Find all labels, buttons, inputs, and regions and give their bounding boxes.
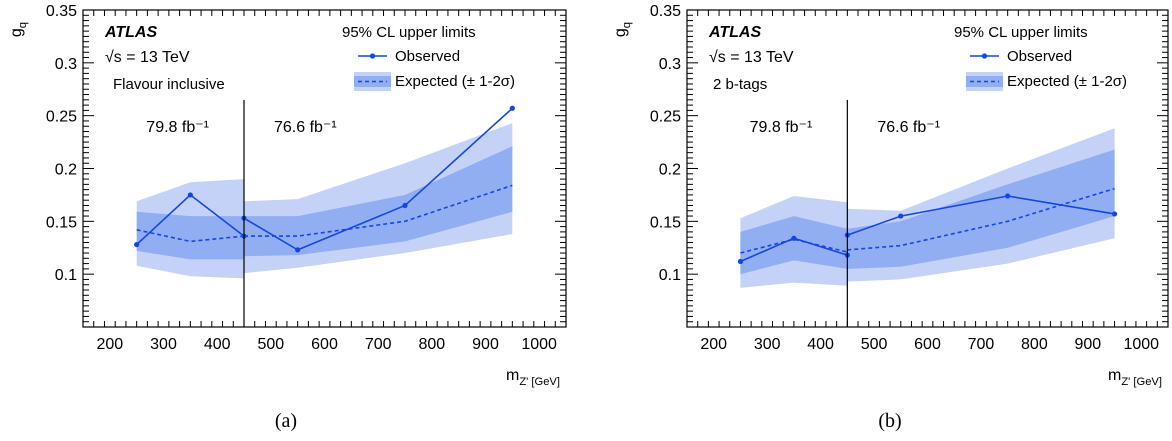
chart-panel-b: 200 300 400 500 600 700 800 900 1000 0.1 0.15 0.2 0.… — [612, 3, 1169, 388]
selection-label: 2 b-tags — [713, 76, 767, 93]
x-tick-label: 400 — [807, 336, 834, 353]
panel-label-b: (b) — [878, 410, 902, 432]
panel-label-a: (a) — [274, 410, 298, 432]
x-tick-label: 800 — [418, 336, 445, 353]
experiment-label: ATLAS — [104, 24, 157, 41]
x-tick-label: 200 — [700, 336, 727, 353]
observed-point — [1005, 193, 1011, 199]
x-tick-label: 700 — [365, 336, 392, 353]
x-tick-label: 500 — [861, 336, 888, 353]
y-tick-label: 0.35 — [650, 3, 681, 20]
legend-title: 95% CL upper limits — [954, 24, 1088, 41]
y-axis-title-group: gq — [8, 22, 29, 37]
y-tick-label: 0.1 — [659, 267, 681, 284]
x-axis-title: mZ' [GeV] — [506, 367, 560, 388]
y-tick-label: 0.15 — [46, 214, 77, 231]
legend-observed-label: Observed — [395, 48, 460, 65]
band-1sigma-seg0 — [740, 216, 848, 275]
x-tick-label: 900 — [1074, 336, 1101, 353]
y-axis-title: gq — [8, 22, 29, 37]
legend-observed-marker — [981, 53, 988, 59]
legend-expected-label: Expected (± 1-2σ) — [395, 73, 515, 90]
observed-point — [1111, 211, 1118, 217]
expected-line-seg0 — [740, 238, 848, 254]
y-tick-label: 0.2 — [55, 162, 77, 179]
expected-line-seg1 — [244, 184, 513, 237]
observed-point — [134, 241, 140, 248]
observed-point — [509, 105, 515, 111]
lumi-left-label: 79.8 fb⁻¹ — [146, 119, 209, 136]
observed-line-seg1 — [847, 195, 1115, 236]
y-tick-label: 0.15 — [650, 214, 681, 231]
x-axis-title: mZ' [GeV] — [1108, 367, 1162, 388]
x-tick-label: 400 — [204, 336, 231, 353]
energy-label: √s = 13 TeV — [105, 49, 190, 66]
y-tick-label: 0.3 — [659, 56, 681, 73]
y-axis-title: gq — [612, 22, 633, 37]
y-tick-label: 0.3 — [55, 56, 77, 73]
x-tick-label: 600 — [311, 336, 338, 353]
observed-point — [791, 235, 797, 241]
x-tick-label: 500 — [257, 336, 284, 353]
x-tick-label: 200 — [96, 336, 123, 353]
lumi-left-label: 79.8 fb⁻¹ — [750, 119, 813, 136]
observed-point — [187, 192, 193, 198]
band-1sigma-seg1 — [244, 146, 513, 257]
y-tick-label: 0.1 — [55, 267, 77, 284]
y-axis-title-group: gq — [612, 22, 633, 37]
x-tick-label: 800 — [1021, 336, 1048, 353]
selection-label: Flavour inclusive — [113, 76, 225, 93]
x-tick-label: 900 — [472, 336, 499, 353]
experiment-label: ATLAS — [708, 24, 761, 41]
x-tick-label: 300 — [150, 336, 177, 353]
y-tick-label: 0.2 — [659, 162, 681, 179]
x-tick-label: 300 — [754, 336, 781, 353]
legend-title: 95% CL upper limits — [342, 24, 476, 41]
x-tick-label: 600 — [914, 336, 941, 353]
y-tick-label: 0.25 — [46, 109, 77, 126]
lumi-right-label: 76.6 fb⁻¹ — [877, 119, 940, 136]
chart-panel-a: 200 300 400 500 600 700 800 900 1000 0.1 0.15 0.2 0.… — [8, 3, 567, 388]
x-tick-label: 1000 — [521, 336, 557, 353]
energy-label: √s = 13 TeV — [709, 49, 794, 66]
band-1sigma-seg1 — [847, 149, 1115, 269]
y-tick-label: 0.35 — [46, 3, 77, 20]
legend-observed-marker — [369, 53, 376, 59]
observed-point — [737, 258, 744, 265]
band-1sigma-seg0 — [136, 211, 244, 260]
x-tick-label: 700 — [968, 336, 995, 353]
x-tick-label: 1000 — [1123, 336, 1159, 353]
observed-point — [402, 202, 408, 209]
observed-line-seg1 — [243, 107, 513, 251]
observed-point — [898, 213, 904, 219]
legend-expected-label: Expected (± 1-2σ) — [1007, 73, 1127, 90]
observed-point — [295, 247, 301, 253]
legend-observed-label: Observed — [1007, 48, 1072, 65]
lumi-right-label: 76.6 fb⁻¹ — [274, 119, 337, 136]
y-tick-label: 0.25 — [650, 109, 681, 126]
